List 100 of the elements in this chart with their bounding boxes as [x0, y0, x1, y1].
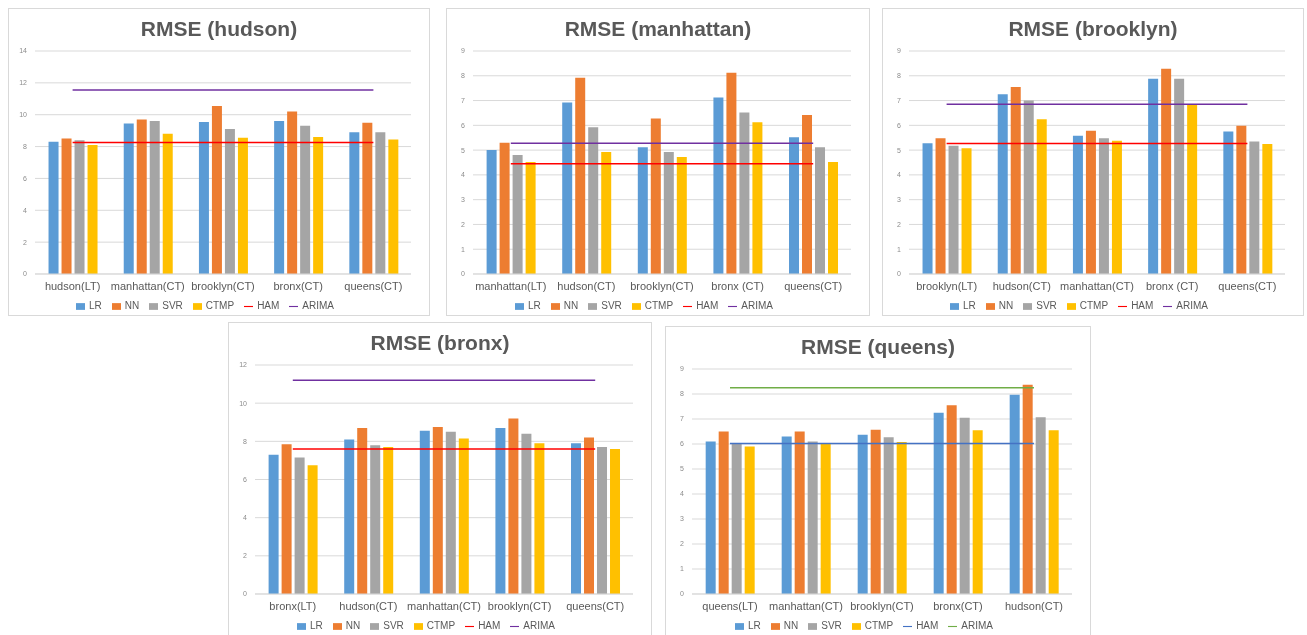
bar — [313, 137, 324, 274]
chart-title: RMSE (queens) — [800, 335, 956, 360]
bar — [713, 97, 724, 274]
bar — [1111, 140, 1122, 274]
x-tick-label: bronx(LT) — [269, 599, 317, 612]
legend-label: ARIMA — [961, 620, 994, 631]
x-tick-label: hudson(LT) — [44, 279, 101, 292]
bar — [1023, 100, 1034, 274]
bar — [149, 121, 160, 274]
bar — [705, 441, 716, 594]
bar — [828, 162, 839, 274]
bar — [637, 147, 648, 274]
x-tick-label: bronx(CT) — [273, 279, 323, 292]
bar — [512, 155, 523, 274]
legend-label: ARIMA — [1176, 300, 1209, 311]
x-tick-label: brooklyn(LT) — [916, 279, 978, 292]
x-tick-label: manhattan(CT) — [407, 599, 481, 612]
x-tick-label: bronx (CT) — [711, 279, 764, 292]
bar — [432, 427, 443, 594]
bar — [237, 137, 248, 274]
x-tick-label: bronx (CT) — [1145, 279, 1199, 292]
bar — [650, 118, 661, 274]
bar — [601, 152, 612, 274]
bar — [211, 105, 222, 274]
bar — [458, 438, 469, 594]
legend-label: NN — [124, 300, 140, 311]
bar — [136, 119, 147, 274]
bar — [718, 431, 729, 594]
bar — [525, 162, 536, 274]
x-tick-label: hudson(CT) — [992, 279, 1051, 292]
bar — [1262, 143, 1273, 274]
bar — [1161, 68, 1172, 274]
x-tick-label: manhattan(LT) — [475, 279, 547, 292]
bar — [1148, 78, 1159, 274]
bar — [521, 433, 532, 594]
bar — [959, 417, 970, 594]
bar — [499, 142, 510, 274]
legend-label: LR — [527, 300, 541, 311]
bar — [676, 157, 687, 274]
bar — [281, 444, 292, 594]
chart-title: RMSE (brooklyn) — [1007, 17, 1179, 42]
x-tick-label: hudson(CT) — [557, 279, 616, 292]
bar — [946, 405, 957, 594]
bar — [370, 445, 381, 594]
bar — [972, 430, 983, 594]
legend-label: CTMP — [644, 300, 674, 311]
bar — [935, 138, 946, 274]
bar — [300, 125, 311, 274]
bar — [268, 454, 279, 594]
bar — [857, 434, 868, 594]
legend-label: ARIMA — [741, 300, 774, 311]
bar — [752, 122, 763, 274]
bar — [744, 446, 755, 594]
x-tick-label: brooklyn(CT) — [191, 279, 255, 292]
bar — [815, 147, 826, 274]
legend-label: HAM — [1131, 300, 1154, 311]
bar — [419, 430, 430, 594]
bar — [789, 137, 800, 274]
bar — [375, 132, 386, 274]
legend-label: CTMP — [205, 300, 235, 311]
bar — [584, 437, 595, 594]
bar — [344, 439, 355, 594]
legend-label: SVR — [383, 620, 404, 631]
bar — [588, 127, 599, 274]
x-tick-label: queens(CT) — [1218, 279, 1277, 292]
x-tick-label: queens(CT) — [566, 599, 625, 612]
bar — [388, 139, 399, 274]
bar — [807, 441, 818, 594]
legend-label: CTMP — [426, 620, 456, 631]
bar — [948, 145, 959, 274]
legend-label: NN — [345, 620, 361, 631]
legend-label: HAM — [916, 620, 939, 631]
legend-label: SVR — [601, 300, 622, 311]
bar — [486, 150, 497, 274]
bar — [1174, 78, 1185, 274]
x-tick-label: queens(LT) — [702, 599, 758, 612]
bar — [48, 141, 59, 274]
bar — [1249, 141, 1260, 274]
bar — [123, 123, 134, 274]
bar — [349, 132, 360, 274]
bar — [1010, 86, 1021, 274]
bar — [933, 412, 944, 594]
chart-title: RMSE (bronx) — [369, 331, 511, 356]
bar — [883, 437, 894, 594]
legend-label: HAM — [257, 300, 280, 311]
bar — [287, 111, 298, 274]
bar — [726, 72, 737, 274]
x-tick-label: queens(CT) — [784, 279, 843, 292]
legend-label: CTMP — [864, 620, 894, 631]
x-tick-label: hudson(CT) — [1004, 599, 1064, 612]
bar — [802, 114, 813, 274]
legend-label: ARIMA — [302, 300, 335, 311]
bar — [1035, 417, 1046, 594]
x-tick-label: manhattan(CT) — [110, 279, 185, 292]
bar — [1048, 430, 1059, 594]
x-tick-label: manhattan(CT) — [769, 599, 843, 612]
bar — [562, 102, 573, 274]
chart-title: RMSE (manhattan) — [563, 17, 753, 42]
bar — [1223, 131, 1234, 274]
legend-label: LR — [309, 620, 323, 631]
